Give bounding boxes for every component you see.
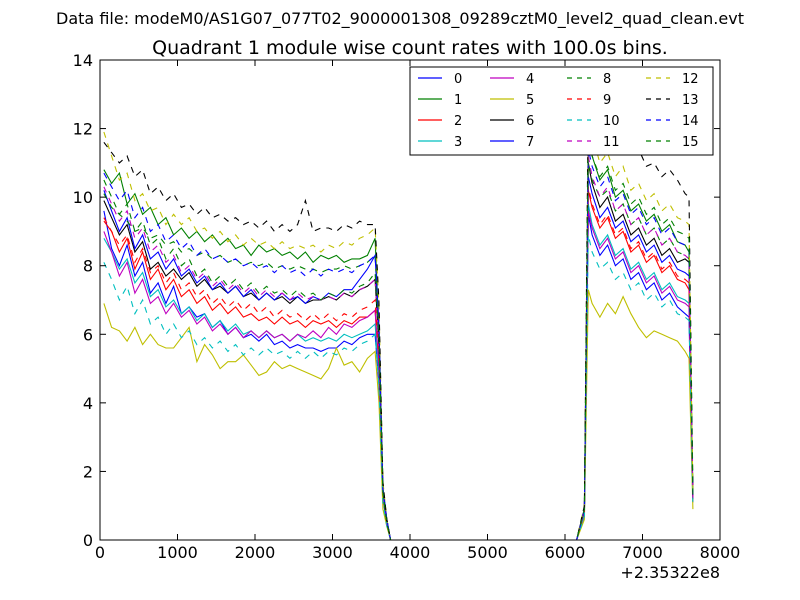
series-line-12	[103, 121, 694, 540]
series-line-7	[103, 176, 694, 540]
legend-label-5: 5	[526, 93, 534, 108]
y-tick-label: 10	[73, 188, 93, 207]
legend-label-2: 2	[454, 114, 462, 129]
legend-label-3: 3	[454, 135, 462, 150]
legend-label-11: 11	[603, 135, 620, 150]
series-line-6	[103, 162, 694, 540]
x-tick-label: 0	[95, 543, 105, 562]
legend-label-6: 6	[526, 114, 534, 129]
series-line-4	[103, 210, 694, 540]
legend-label-7: 7	[526, 135, 534, 150]
series-line-1	[103, 142, 694, 540]
series-line-2	[103, 190, 694, 540]
y-tick-label: 2	[83, 462, 93, 481]
series-line-9	[103, 186, 694, 540]
series-line-8	[103, 162, 694, 540]
x-tick-label: 6000	[545, 543, 586, 562]
x-offset-label: +2.35322e8	[620, 563, 720, 582]
y-tick-label: 0	[83, 531, 93, 550]
x-tick-label: 7000	[622, 543, 663, 562]
chart-suptitle: Data file: modeM0/AS1G07_077T02_90000013…	[56, 9, 744, 29]
y-tick-label: 4	[83, 394, 93, 413]
legend-label-4: 4	[526, 72, 534, 87]
x-tick-label: 8000	[700, 543, 741, 562]
x-tick-label: 5000	[467, 543, 508, 562]
y-tick-label: 14	[73, 51, 93, 70]
x-tick-label: 3000	[312, 543, 353, 562]
legend-label-9: 9	[603, 93, 611, 108]
y-tick-label: 6	[83, 325, 93, 344]
legend-label-12: 12	[682, 72, 699, 87]
y-tick-label: 8	[83, 257, 93, 276]
x-tick-label: 1000	[157, 543, 198, 562]
series-line-15	[103, 135, 694, 540]
series-line-13	[103, 97, 694, 540]
tick-layer: 0 1000 2000 3000 4000 5000 6000 7000 80000246810…	[73, 51, 741, 562]
chart-title: Quadrant 1 module wise count rates with …	[152, 37, 668, 59]
series-line-10	[103, 234, 694, 540]
y-tick-label: 12	[73, 120, 93, 139]
x-tick-label: 4000	[390, 543, 431, 562]
legend-label-1: 1	[454, 93, 462, 108]
legend-label-10: 10	[603, 114, 620, 129]
legend-frame	[409, 66, 714, 156]
x-tick-label: 2000	[235, 543, 276, 562]
legend-label-0: 0	[454, 72, 462, 87]
legend-label-13: 13	[682, 93, 699, 108]
series-line-3	[103, 203, 694, 540]
legend-label-8: 8	[603, 72, 611, 87]
legend-label-15: 15	[682, 135, 699, 150]
legend-label-14: 14	[682, 114, 699, 129]
series-layer	[103, 97, 694, 540]
